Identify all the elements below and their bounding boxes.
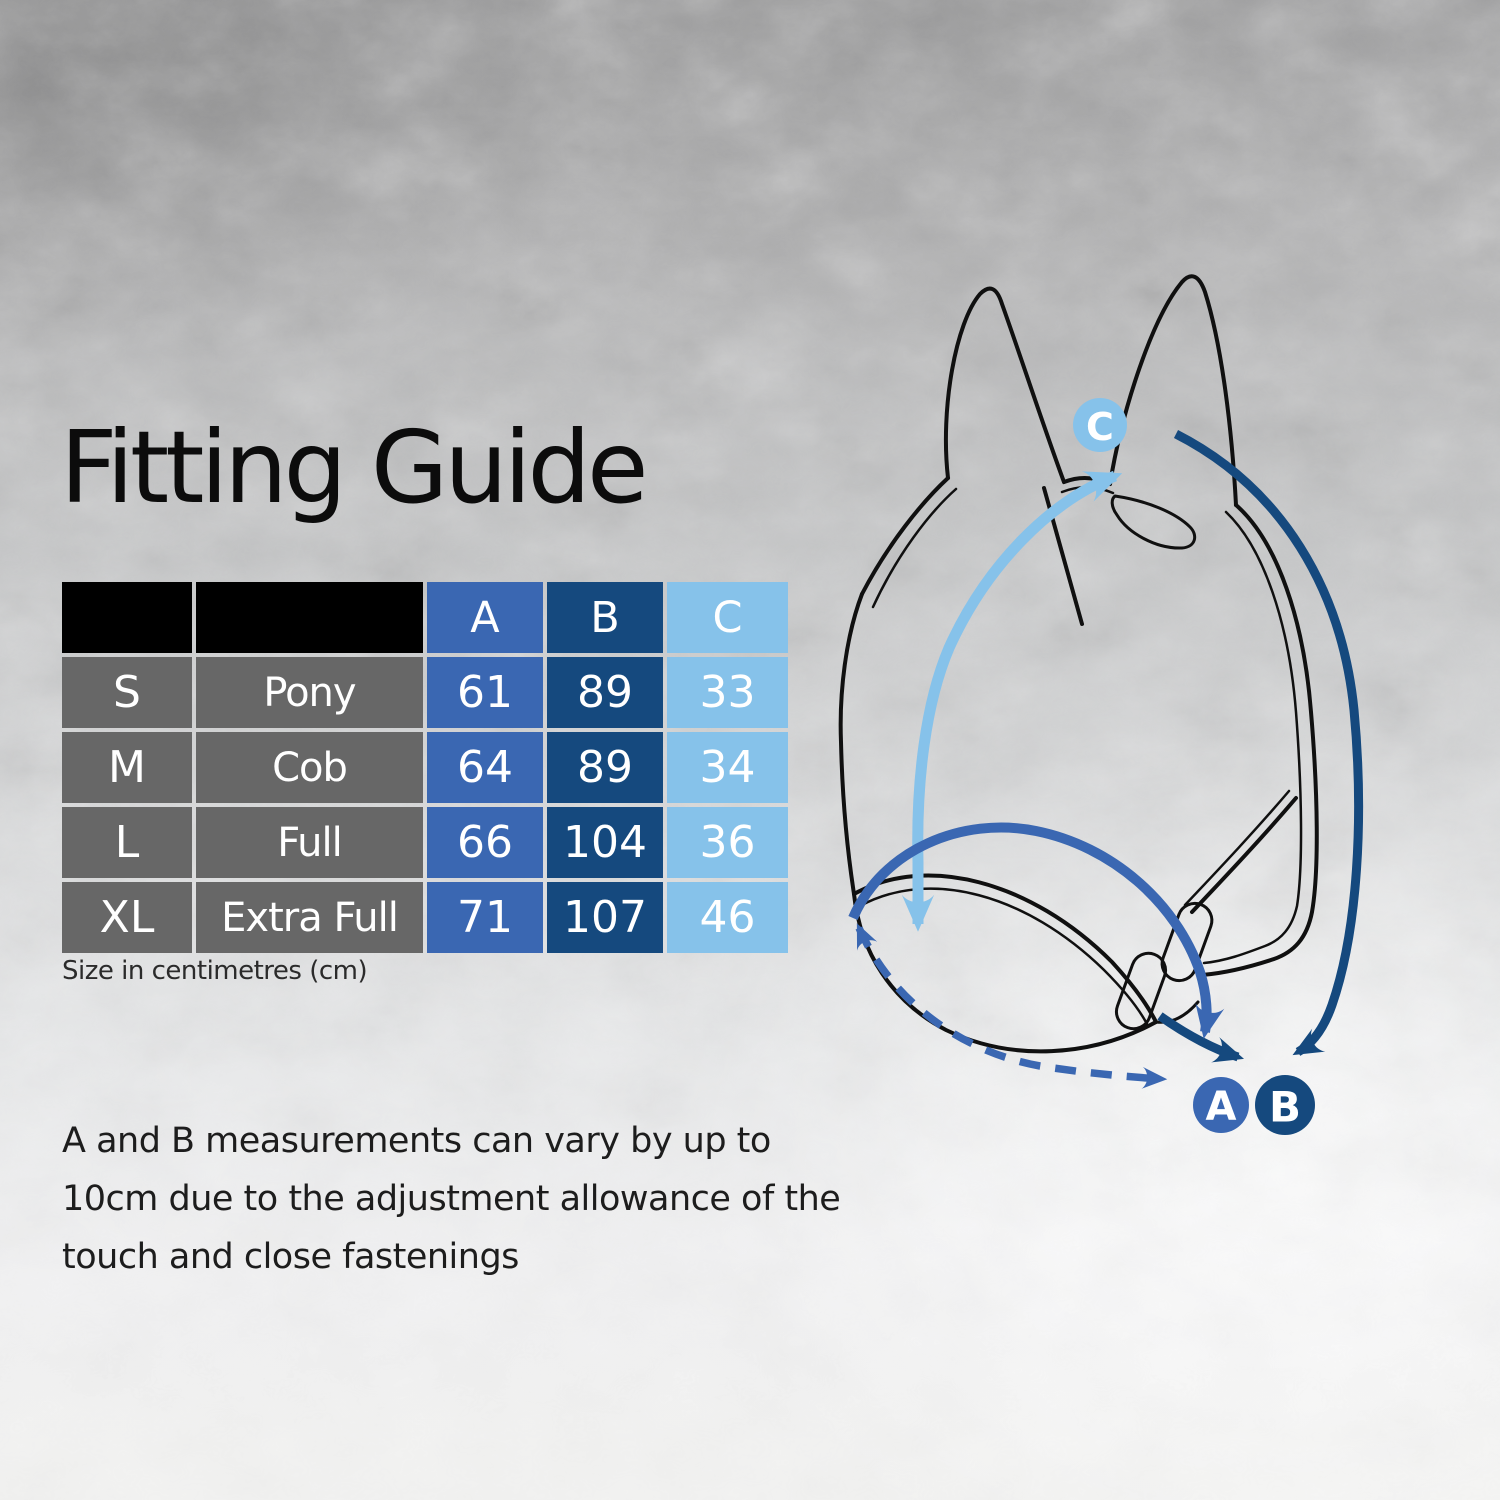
note-line: A and B measurements can vary by up to <box>62 1121 771 1161</box>
measurement-c-cell: 46 <box>667 882 788 953</box>
measurement-b-cell: 107 <box>547 882 663 953</box>
label-b-badge <box>1255 1075 1315 1135</box>
name-cell: Extra Full <box>196 882 423 953</box>
note-line: 10cm due to the adjustment allowance of … <box>62 1179 841 1219</box>
measurement-a-cell: 71 <box>427 882 543 953</box>
fly-mask-diagram: C A B <box>838 274 1364 1135</box>
measurement-c-cell: 36 <box>667 807 788 878</box>
column-header-c: C <box>667 582 788 653</box>
label-c-badge <box>1073 398 1127 452</box>
label-a: A <box>1206 1084 1237 1130</box>
label-b: B <box>1269 1083 1301 1132</box>
measurement-b-cell: 104 <box>547 807 663 878</box>
page-title: Fitting Guide <box>60 409 649 526</box>
measurement-c-arrow <box>901 470 1123 932</box>
measurement-arrows <box>848 429 1364 1089</box>
measurement-a-cell: 66 <box>427 807 543 878</box>
left-browband <box>860 476 950 596</box>
cheek-seam <box>1190 796 1298 914</box>
left-ear <box>943 286 1066 484</box>
right-ear <box>1108 274 1238 507</box>
size-cell: XL <box>62 882 192 953</box>
measurement-badges: C A B <box>1073 398 1315 1135</box>
measurement-c-cell: 34 <box>667 732 788 803</box>
column-header-a: A <box>427 582 543 653</box>
right-edge <box>1200 503 1319 977</box>
measurement-b-cell: 89 <box>547 732 663 803</box>
header-blank-size-cell <box>62 582 192 653</box>
name-cell: Full <box>196 807 423 878</box>
measurement-b-cell: 89 <box>547 657 663 728</box>
measurement-a-dashed-arrow <box>855 923 1168 1089</box>
left-edge <box>838 592 864 896</box>
measurement-a-cell: 61 <box>427 657 543 728</box>
right-edge-inner <box>1202 510 1303 965</box>
size-cell: S <box>62 657 192 728</box>
size-cell: L <box>62 807 192 878</box>
brow-piece <box>1110 494 1197 550</box>
label-a-badge <box>1193 1077 1249 1133</box>
header-blank-name-cell <box>196 582 423 653</box>
measurement-b-arrow <box>1173 429 1364 1056</box>
left-browband-inner <box>871 487 958 609</box>
muzzle-top <box>852 873 1158 1024</box>
name-cell: Cob <box>196 732 423 803</box>
size-table: A B C S Pony 61 89 33 M Cob 64 89 34 L F… <box>62 582 788 953</box>
measurement-c-cell: 33 <box>667 657 788 728</box>
fly-mask-outline <box>838 274 1319 1054</box>
label-c: C <box>1086 405 1114 449</box>
cheek-seam-inner <box>1183 789 1291 907</box>
measurement-a-arrow <box>848 822 1225 1039</box>
muzzle-bottom <box>852 892 1158 1054</box>
chin-to-b-arrow <box>1157 1012 1245 1063</box>
name-cell: Pony <box>196 657 423 728</box>
table-caption: Size in centimetres (cm) <box>62 956 368 986</box>
note-paragraph: A and B measurements can vary by up to 1… <box>62 1112 841 1286</box>
note-line: touch and close fastenings <box>62 1237 519 1277</box>
strap-tab <box>1160 901 1214 983</box>
size-cell: M <box>62 732 192 803</box>
column-header-b: B <box>547 582 663 653</box>
measurement-a-cell: 64 <box>427 732 543 803</box>
